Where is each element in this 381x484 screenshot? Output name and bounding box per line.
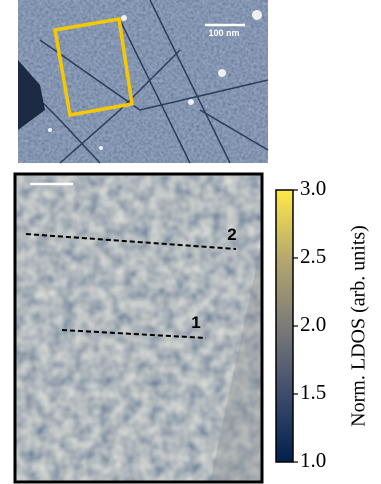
- adsorbates: [48, 10, 262, 150]
- dark-region: [18, 60, 45, 130]
- colorbar-label: Norm. LDOS (arb. units): [348, 225, 370, 427]
- domain-boundary: [210, 240, 262, 482]
- ldos-map-texture: [15, 174, 262, 482]
- top-image-texture: [18, 0, 268, 163]
- line-cut-1: [61, 329, 207, 339]
- line-cut-2: [25, 233, 237, 250]
- selection-box: [52, 16, 134, 118]
- colorbar: [275, 189, 294, 463]
- colorbar-tick-label: 2.0: [300, 312, 326, 336]
- scale-bar-label: 100 nm: [208, 28, 239, 38]
- colorbar-tick-label: 2.5: [300, 244, 326, 268]
- colorbar-ticks: 1.0 1.5 2.0 2.5 3.0: [293, 176, 326, 472]
- colorbar-tick-label: 3.0: [300, 176, 326, 200]
- colorbar-tick-label: 1.0: [300, 448, 326, 472]
- line-label: 2: [227, 225, 236, 244]
- line-label: 1: [191, 313, 200, 332]
- colorbar-tick-label: 1.5: [300, 380, 326, 404]
- map-frame: [13, 172, 264, 484]
